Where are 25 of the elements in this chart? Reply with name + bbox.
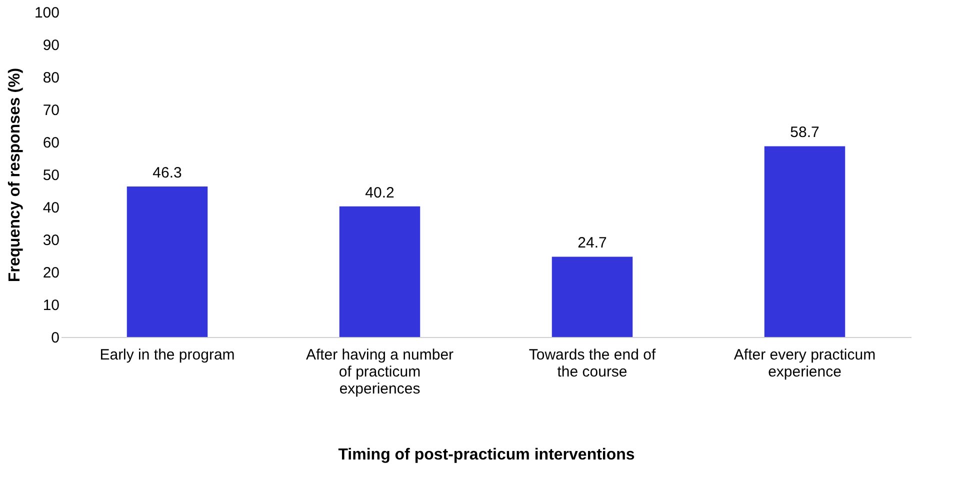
data-label: 58.7 [790, 124, 820, 142]
y-tick-label: 50 [42, 167, 60, 184]
y-tick-label: 0 [51, 330, 60, 346]
y-tick-label: 90 [42, 37, 60, 54]
bar [126, 186, 208, 337]
y-tick-label: 70 [42, 102, 60, 119]
data-label: 24.7 [578, 234, 607, 252]
x-tick-label: After having a number of practicum experiences [306, 346, 454, 398]
data-label: 46.3 [152, 164, 182, 182]
y-tick-label: 30 [42, 232, 60, 249]
bar [764, 146, 846, 337]
y-tick-label: 60 [42, 134, 60, 152]
y-tick-label: 40 [42, 200, 60, 216]
y-tick-label: 20 [42, 264, 60, 282]
y-tick-label: 80 [42, 70, 60, 86]
bar [339, 206, 420, 337]
y-tick-label: 100 [34, 4, 60, 22]
y-axis-title: Frequency of responses (%) [6, 68, 24, 282]
bar [552, 256, 633, 337]
x-tick-label: Towards the end of the course [528, 346, 656, 380]
y-tick-label: 10 [42, 297, 60, 314]
x-tick-label: Early in the program [100, 346, 235, 364]
x-axis-title: Timing of post-practicum interventions [338, 446, 635, 464]
data-label: 40.2 [365, 184, 394, 202]
x-tick-label: After every practicum experience [734, 346, 876, 380]
